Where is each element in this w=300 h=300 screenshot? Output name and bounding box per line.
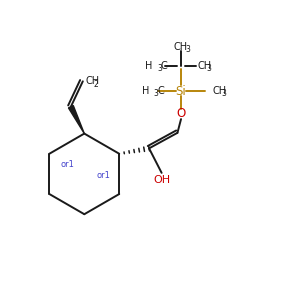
Text: 3: 3 <box>186 45 190 54</box>
Text: 3: 3 <box>221 89 226 98</box>
Text: H: H <box>142 86 149 96</box>
Text: CH: CH <box>174 42 188 52</box>
Text: CH: CH <box>212 86 226 96</box>
Text: or1: or1 <box>97 171 111 180</box>
Text: C: C <box>158 86 164 96</box>
Polygon shape <box>68 106 84 134</box>
Text: H: H <box>145 61 153 70</box>
Text: CH: CH <box>85 76 99 86</box>
Text: CH: CH <box>197 61 212 70</box>
Text: O: O <box>176 107 186 120</box>
Text: or1: or1 <box>61 160 75 169</box>
Text: 2: 2 <box>94 80 98 88</box>
Text: Si: Si <box>176 85 186 98</box>
Text: C: C <box>161 61 167 70</box>
Text: 3: 3 <box>154 89 159 98</box>
Text: 3: 3 <box>206 64 211 73</box>
Text: OH: OH <box>153 175 170 185</box>
Text: 3: 3 <box>157 64 162 73</box>
